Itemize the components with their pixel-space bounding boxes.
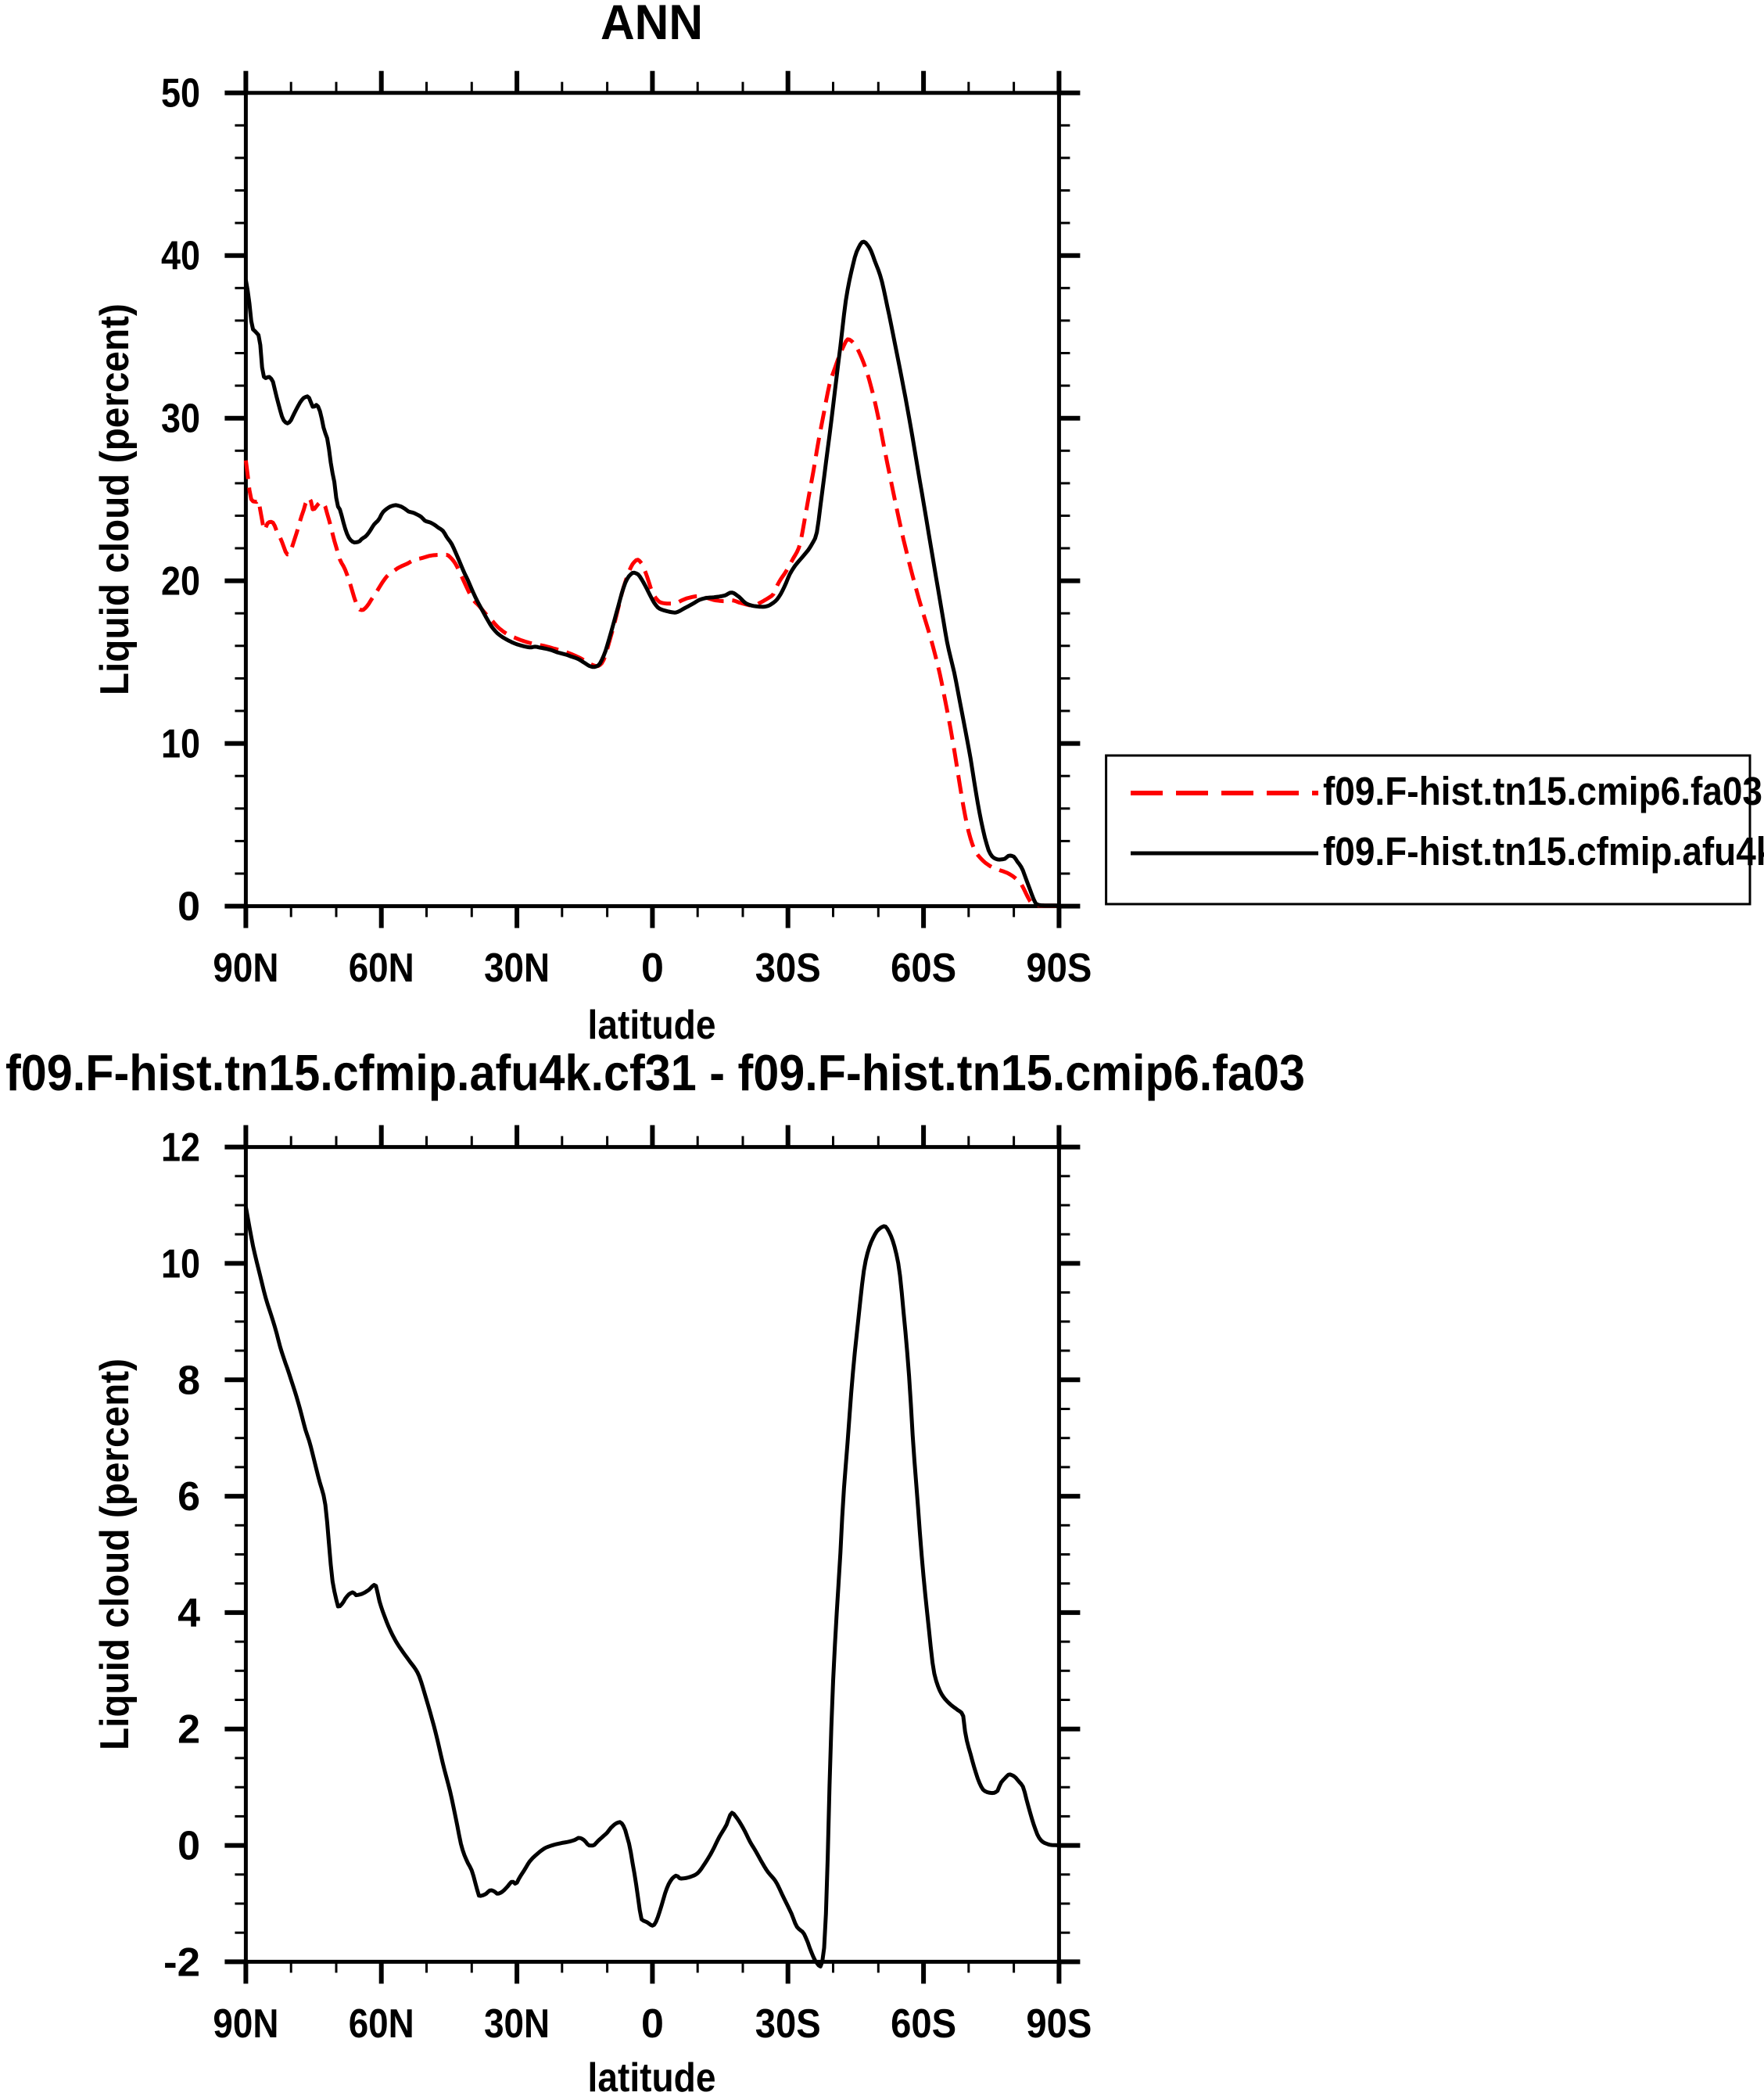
svg-text:6: 6 <box>177 1474 200 1520</box>
svg-text:90S: 90S <box>1026 2001 1092 2047</box>
svg-text:60N: 60N <box>349 2001 414 2047</box>
svg-text:30S: 30S <box>755 2001 821 2047</box>
svg-text:Liquid cloud (percent): Liquid cloud (percent) <box>92 1358 138 1750</box>
svg-text:-2: -2 <box>163 1940 200 1985</box>
svg-text:60N: 60N <box>349 946 414 991</box>
svg-text:30: 30 <box>161 397 200 442</box>
svg-text:0: 0 <box>177 1824 200 1869</box>
svg-text:f09.F-hist.tn15.cfmip.afu4k.cf: f09.F-hist.tn15.cfmip.afu4k.cf31 <box>1323 829 1764 874</box>
svg-text:0: 0 <box>641 2001 664 2047</box>
svg-text:ANN: ANN <box>601 0 703 50</box>
svg-text:8: 8 <box>177 1358 200 1403</box>
svg-text:30N: 30N <box>484 2001 550 2047</box>
svg-text:12: 12 <box>161 1125 200 1171</box>
svg-text:4: 4 <box>177 1591 200 1636</box>
svg-text:0: 0 <box>641 946 664 991</box>
svg-text:20: 20 <box>161 559 200 605</box>
svg-text:2: 2 <box>177 1707 200 1753</box>
svg-text:90S: 90S <box>1026 946 1092 991</box>
svg-text:60S: 60S <box>891 946 956 991</box>
svg-text:90N: 90N <box>213 946 278 991</box>
svg-text:10: 10 <box>161 1241 200 1287</box>
svg-text:0: 0 <box>177 885 200 930</box>
svg-text:40: 40 <box>161 234 200 279</box>
svg-text:60S: 60S <box>891 2001 956 2047</box>
svg-text:50: 50 <box>161 71 200 117</box>
svg-text:latitude: latitude <box>588 2055 716 2096</box>
svg-text:30S: 30S <box>755 946 821 991</box>
svg-text:f09.F-hist.tn15.cfmip.afu4k.cf: f09.F-hist.tn15.cfmip.afu4k.cf31 - f09.F… <box>5 1044 1305 1101</box>
svg-text:Liquid cloud (percent): Liquid cloud (percent) <box>92 303 138 695</box>
svg-text:10: 10 <box>161 722 200 767</box>
svg-text:90N: 90N <box>213 2001 278 2047</box>
svg-text:latitude: latitude <box>588 1003 716 1048</box>
svg-text:f09.F-hist.tn15.cmip6.fa03: f09.F-hist.tn15.cmip6.fa03 <box>1323 769 1762 813</box>
svg-text:30N: 30N <box>484 946 550 991</box>
